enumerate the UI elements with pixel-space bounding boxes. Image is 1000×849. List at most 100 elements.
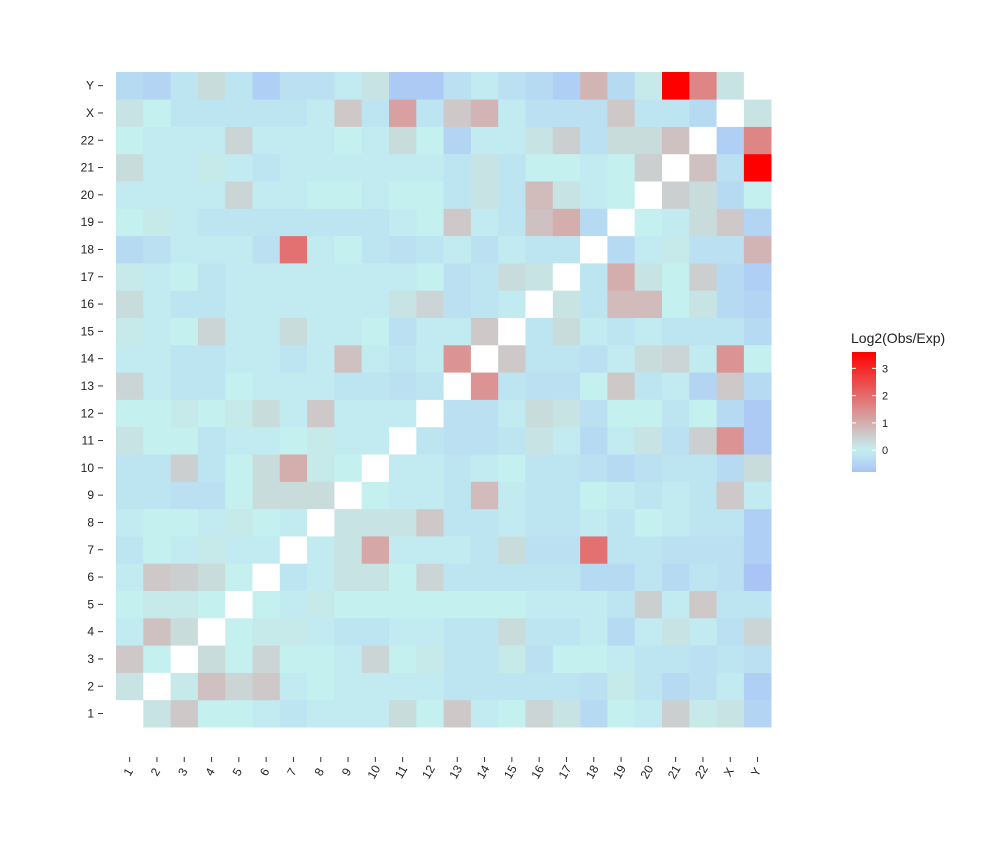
x-tick-label: 10: [364, 762, 383, 781]
heatmap-cell-16-19: [607, 290, 635, 318]
heatmap-cell-12-6: [252, 399, 281, 428]
y-tick-label: 10: [81, 461, 95, 475]
heatmap-cell-8-1: [116, 508, 144, 537]
heatmap-cell-19-7: [279, 208, 308, 237]
heatmap-cell-8-19: [607, 508, 635, 537]
heatmap-cell-13-1: [116, 372, 144, 400]
heatmap-cell-6-18: [580, 563, 608, 591]
y-tick-label: Y: [86, 79, 94, 93]
heatmap-cell-5-3: [170, 590, 199, 619]
heatmap-cell-17-19: [607, 263, 635, 291]
heatmap-cell-18-15: [498, 235, 526, 264]
heatmap-cell-11-14: [470, 426, 499, 455]
x-tick-label: Y: [748, 765, 764, 779]
heatmap-cell-1-1: [116, 699, 144, 728]
heatmap-cell-2-21: [662, 672, 690, 701]
heatmap-cell-3-3: [170, 645, 199, 673]
heatmap-cell-13-17: [552, 372, 581, 400]
heatmap-cell-16-7: [279, 290, 308, 318]
x-axis: 1 2 3 4 5 6 7 8 9 10 11 12 13 14 15 16 17 18 19 20 21 22 X Y: [120, 757, 764, 781]
heatmap-cell-Y-1: [116, 72, 144, 100]
heatmap-cell-6-16: [525, 563, 554, 591]
x-tick-label: 21: [665, 762, 684, 781]
x-tick-label: 1: [120, 765, 136, 778]
heatmap-cell-14-9: [334, 345, 362, 373]
heatmap-cell-3-X: [716, 645, 745, 673]
heatmap-cell-12-5: [225, 399, 253, 428]
heatmap-cell-6-13: [443, 563, 472, 591]
x-tick-label: 6: [257, 765, 273, 778]
heatmap-cell-2-2: [143, 672, 171, 701]
heatmap-cell-18-10: [361, 235, 390, 264]
heatmap-cell-10-12: [416, 454, 444, 482]
heatmap-cell-10-18: [580, 454, 608, 482]
heatmap-cell-8-22: [689, 508, 717, 537]
heatmap-cell-5-14: [470, 590, 499, 619]
heatmap-cell-22-14: [470, 126, 499, 155]
heatmap-cell-6-X: [716, 563, 745, 591]
heatmap-cell-10-2: [143, 454, 171, 482]
colorbar-tick-label: 0: [882, 445, 888, 457]
heatmap-cell-11-20: [634, 426, 663, 455]
heatmap-cell-9-12: [416, 481, 444, 510]
heatmap-cell-13-6: [252, 372, 281, 400]
heatmap-cell-1-18: [580, 699, 608, 728]
heatmap-cell-21-16: [525, 153, 554, 182]
heatmap-cell-4-3: [170, 618, 199, 646]
heatmap-cell-11-18: [580, 426, 608, 455]
heatmap-cell-14-13: [443, 345, 472, 373]
heatmap-cell-21-2: [143, 153, 171, 182]
heatmap-cell-X-11: [389, 99, 417, 127]
y-tick-label: 21: [81, 161, 95, 175]
heatmap-cell-18-11: [389, 235, 417, 264]
heatmap-cell-14-10: [361, 345, 390, 373]
heatmap-cell-3-7: [279, 645, 308, 673]
heatmap-cell-10-20: [634, 454, 663, 482]
heatmap-cell-13-21: [662, 372, 690, 400]
heatmap-cell-21-20: [634, 153, 663, 182]
heatmap-cell-13-8: [307, 372, 335, 400]
heatmap-cell-19-22: [689, 208, 717, 237]
heatmap-cell-20-X: [716, 181, 745, 209]
heatmap-cell-7-20: [634, 536, 663, 564]
heatmap-cell-17-8: [307, 263, 335, 291]
y-tick-label: X: [86, 106, 94, 120]
heatmap-cell-19-6: [252, 208, 281, 237]
y-tick-label: 20: [81, 188, 95, 202]
heatmap-cell-Y-21: [662, 72, 690, 100]
heatmap-cell-9-7: [279, 481, 308, 510]
heatmap-cell-22-13: [443, 126, 472, 155]
heatmap-cell-17-4: [197, 263, 226, 291]
heatmap-cell-Y-10: [361, 72, 390, 100]
heatmap-cell-21-9: [334, 153, 362, 182]
heatmap-cell-15-1: [116, 317, 144, 346]
heatmap-cell-19-19: [607, 208, 635, 237]
heatmap-cell-7-5: [225, 536, 253, 564]
heatmap-cell-22-9: [334, 126, 362, 155]
heatmap-cell-9-1: [116, 481, 144, 510]
heatmap-cell-21-12: [416, 153, 444, 182]
y-tick-label: 6: [87, 570, 94, 584]
heatmap-cell-20-20: [634, 181, 663, 209]
heatmap-cell-12-9: [334, 399, 362, 428]
heatmap-cell-15-5: [225, 317, 253, 346]
heatmap-cell-16-5: [225, 290, 253, 318]
heatmap-cell-21-1: [116, 153, 144, 182]
y-tick-label: 18: [81, 242, 95, 256]
heatmap-cell-22-Y: [743, 126, 772, 155]
x-tick-label: X: [721, 765, 737, 779]
heatmap-cell-X-12: [416, 99, 444, 127]
y-tick-label: 16: [81, 297, 95, 311]
heatmap-cell-Y-Y: [743, 72, 772, 100]
heatmap-cell-19-2: [143, 208, 171, 237]
heatmap-cell-11-1: [116, 426, 144, 455]
colorbar: [852, 352, 876, 472]
x-tick-label: 20: [637, 762, 656, 781]
heatmap-cell-11-10: [361, 426, 390, 455]
colorbar-legend: Log2(Obs/Exp) 0 1 2 3: [851, 330, 945, 472]
heatmap-cell-18-12: [416, 235, 444, 264]
heatmap-cell-14-12: [416, 345, 444, 373]
heatmap-cell-16-13: [443, 290, 472, 318]
heatmap-cell-1-5: [225, 699, 253, 728]
